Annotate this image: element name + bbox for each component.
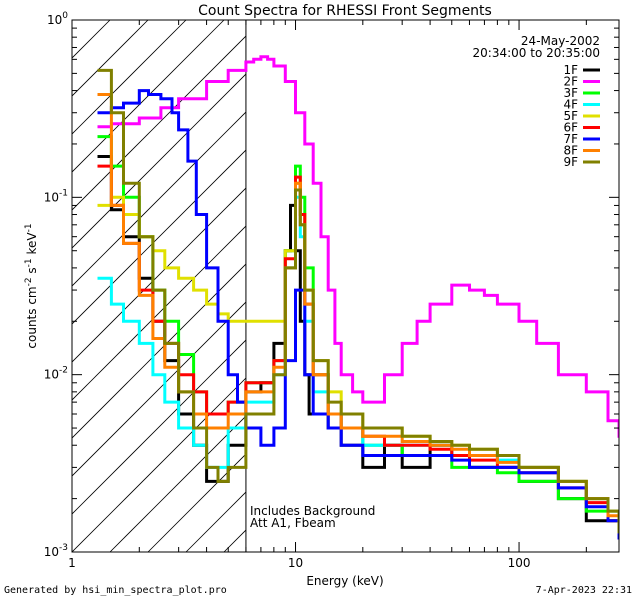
y-tick-label: 10-1: [44, 188, 68, 204]
plot-frame: [71, 19, 620, 553]
background-note: Includes Background: [250, 504, 375, 518]
hatch-line: [72, 377, 246, 552]
hatch-line: [72, 20, 73, 21]
hatch-line: [604, 20, 640, 552]
hatch-line: [147, 453, 246, 552]
legend-label-3F: 3F: [563, 86, 578, 100]
hatch-line: [72, 20, 149, 97]
chart-title: Count Spectra for RHESSI Front Segments: [198, 3, 492, 19]
background-annotation: Includes Background Att A1, Fbeam: [250, 504, 375, 530]
date-time-annotation: 24-May-2002 20:34:00 to 20:35:00: [473, 34, 600, 60]
hatch-line: [72, 263, 246, 439]
footer-generated-by: Generated by hsi_min_spectra_plot.pro: [4, 585, 227, 596]
legend-label-1F: 1F: [563, 63, 578, 77]
legend-label-2F: 2F: [563, 75, 578, 89]
hatch-line: [338, 20, 640, 552]
y-tick-label: 10-2: [44, 366, 68, 382]
hatch-line: [72, 35, 246, 211]
series-line-9F: [97, 68, 619, 534]
hatch-line: [72, 339, 246, 515]
y-tick-label: 10-3: [44, 543, 68, 559]
y-axis-label: counts cm-2 s-1 keV-1: [24, 223, 39, 348]
series-line-2F: [97, 55, 619, 438]
attenuator-note: Att A1, Fbeam: [250, 516, 336, 530]
time-range-label: 20:34:00 to 20:35:00: [473, 46, 600, 60]
series-line-7F: [97, 89, 619, 540]
hatch-line: [72, 73, 246, 249]
axis-layer: 1 10 100 10-3 10-2 10-1 100: [44, 11, 619, 570]
x-tick-label: 1: [68, 556, 76, 570]
x-tick-label: 100: [508, 556, 531, 570]
x-axis-label: Energy (keV): [306, 574, 383, 588]
hatch-line: [109, 415, 246, 552]
hatch-line: [72, 20, 225, 173]
footer-timestamp: 7-Apr-2023 22:31: [535, 585, 632, 596]
legend-label-7F: 7F: [563, 132, 578, 146]
legend-label-4F: 4F: [563, 98, 578, 112]
legend-label-5F: 5F: [563, 109, 578, 123]
hatch-line: [72, 187, 246, 363]
y-tick-label: 100: [47, 11, 68, 27]
series-layer: [97, 20, 619, 552]
series-line-3F: [97, 135, 619, 540]
hatch-line: [72, 20, 111, 59]
series-line-5F: [97, 181, 619, 534]
legend-label-9F: 9F: [563, 155, 578, 169]
hatch-line: [72, 225, 246, 401]
date-label: 24-May-2002: [521, 34, 600, 48]
hatch-line: [72, 20, 187, 135]
legend-label-8F: 8F: [563, 144, 578, 158]
legend-label-6F: 6F: [563, 121, 578, 135]
x-tick-label: 10: [288, 556, 303, 570]
hatch-line: [72, 301, 246, 477]
